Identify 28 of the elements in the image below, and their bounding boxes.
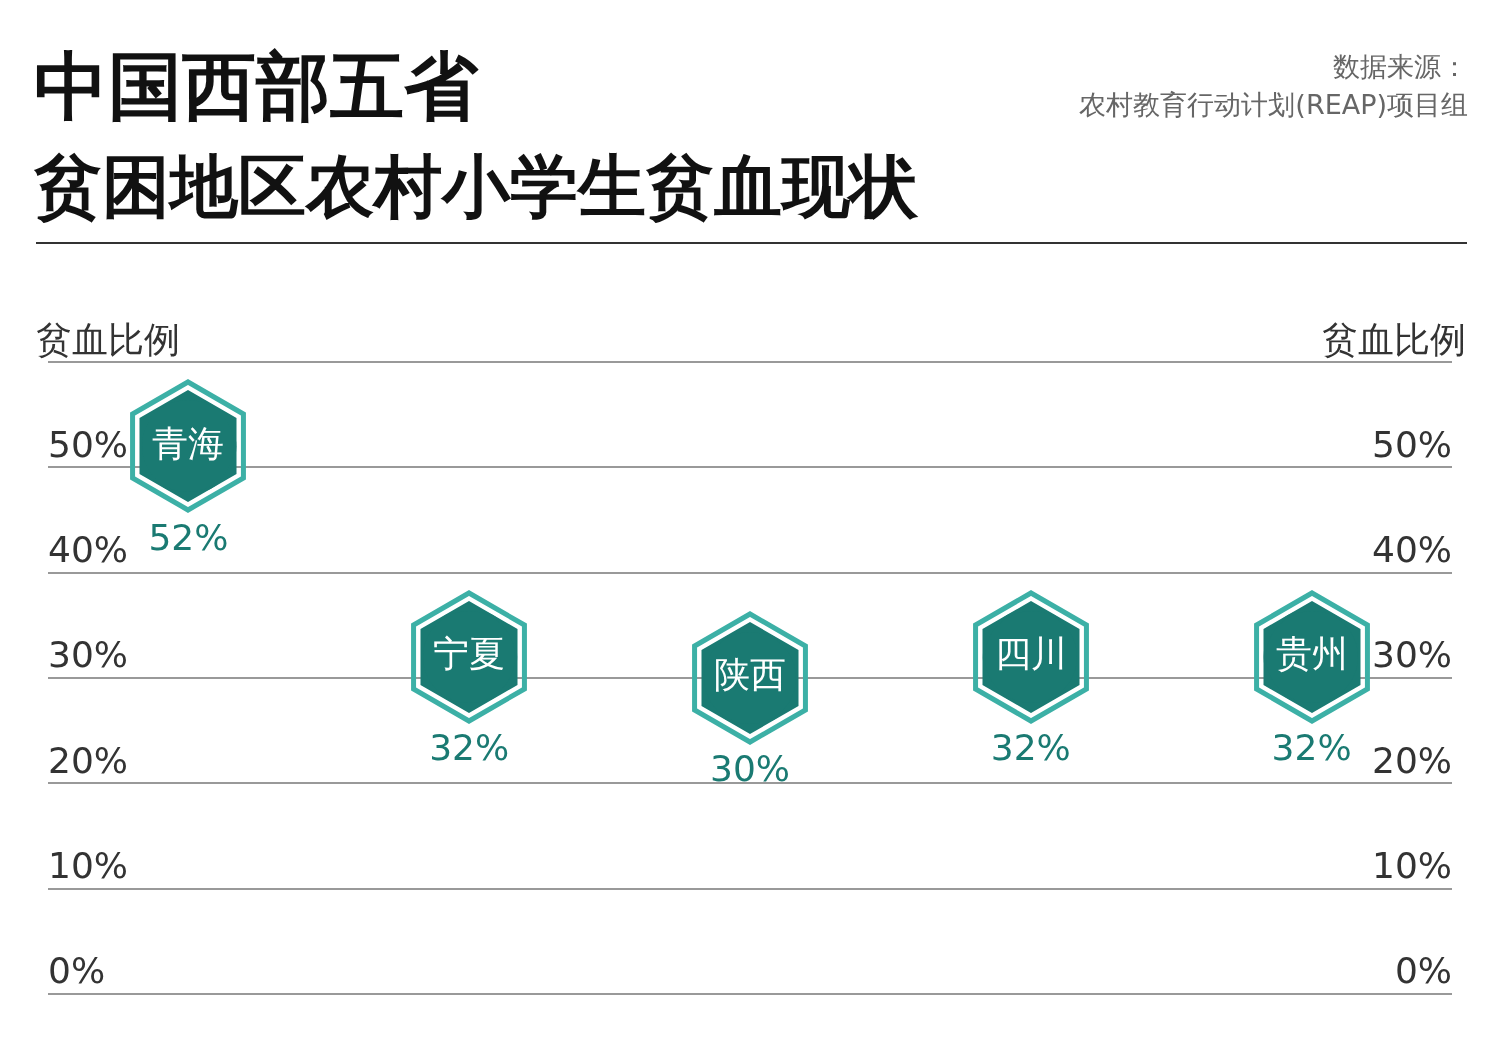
y-tick-label: 20% bbox=[48, 739, 129, 781]
chart-subtitle: 贫困地区农村小学生贫血现状 bbox=[34, 146, 918, 228]
data-label: 52% bbox=[148, 516, 229, 558]
y2-tick-label: 10% bbox=[1371, 845, 1452, 887]
x-tick-label: 宁夏 bbox=[433, 633, 506, 675]
data-label: 32% bbox=[429, 727, 510, 769]
y2-tick-label: 50% bbox=[1371, 423, 1452, 465]
data-label: 32% bbox=[1271, 727, 1352, 769]
text: 农村教育行动计划(REAP)项目组 bbox=[1079, 88, 1468, 122]
y-tick-label: 50% bbox=[48, 423, 129, 465]
y2-tick-label: 20% bbox=[1371, 739, 1452, 781]
data-label: 30% bbox=[709, 748, 791, 790]
y2-tick-label: 40% bbox=[1371, 529, 1452, 571]
y2-tick-label: 0% bbox=[1394, 950, 1452, 992]
x-tick-label: 青海 bbox=[152, 422, 225, 464]
x-tick-label: 陕西 bbox=[714, 654, 786, 696]
source-note: 数据来源： bbox=[1332, 50, 1468, 84]
y-axis-title: 贫血比例 bbox=[36, 318, 180, 362]
y-tick-label: 10% bbox=[48, 845, 129, 887]
y-tick-label: 30% bbox=[48, 634, 129, 676]
data-label: 32% bbox=[990, 727, 1071, 769]
y-tick-label: 40% bbox=[48, 529, 129, 571]
chart-title: 中国西部五省 bbox=[34, 42, 478, 131]
x-tick-label: 四川 bbox=[994, 633, 1067, 675]
y-tick-label: 0% bbox=[48, 950, 106, 992]
x-tick-label: 贵州 bbox=[1275, 633, 1348, 675]
y2-tick-label: 30% bbox=[1371, 634, 1452, 676]
y2-axis-title: 贫血比例 bbox=[1322, 318, 1466, 362]
